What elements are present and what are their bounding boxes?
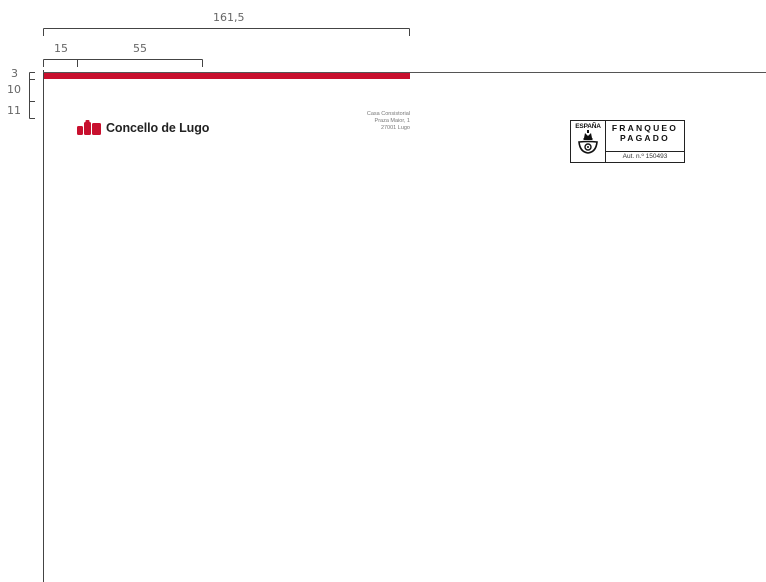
logo-name: Concello de Lugo — [106, 121, 210, 135]
stamp-emblem-panel: ESPAÑA — [571, 121, 606, 162]
postage-stamp: ESPAÑA FRANQUEO PAGADO Aut. n.º 150493 — [570, 120, 685, 163]
address-line-3: 27001 Lugo — [380, 125, 410, 131]
stamp-text-panel: FRANQUEO PAGADO Aut. n.º 150493 — [606, 121, 684, 162]
vertical-dimension-brackets — [29, 72, 35, 119]
stamp-authorization: Aut. n.º 150493 — [606, 151, 684, 162]
margin-logo-dimension-line — [43, 59, 203, 67]
logo-width-label: 55 — [133, 42, 147, 55]
logo-symbol-icon — [77, 120, 102, 136]
stamp-country: ESPAÑA — [575, 123, 601, 130]
address-line-1: Casa Consistorial — [366, 111, 410, 117]
stamp-franqueo: FRANQUEO — [611, 123, 679, 133]
total-width-dimension-line — [43, 28, 410, 36]
total-width-label: 161,5 — [213, 11, 245, 24]
post-horn-crown-icon — [577, 130, 599, 161]
left-margin-label: 15 — [54, 42, 68, 55]
stamp-pagado: PAGADO — [620, 133, 670, 143]
logo-height-label: 11 — [7, 104, 21, 117]
address-block: Casa Consistorial Praza Maior, 1 27001 L… — [367, 111, 410, 132]
accent-bar — [44, 73, 410, 79]
concello-logo: Concello de Lugo — [77, 120, 209, 136]
bar-height-label: 3 — [11, 67, 18, 80]
gap-height-label: 10 — [7, 83, 21, 96]
address-line-2: Praza Maior, 1 — [374, 118, 410, 124]
